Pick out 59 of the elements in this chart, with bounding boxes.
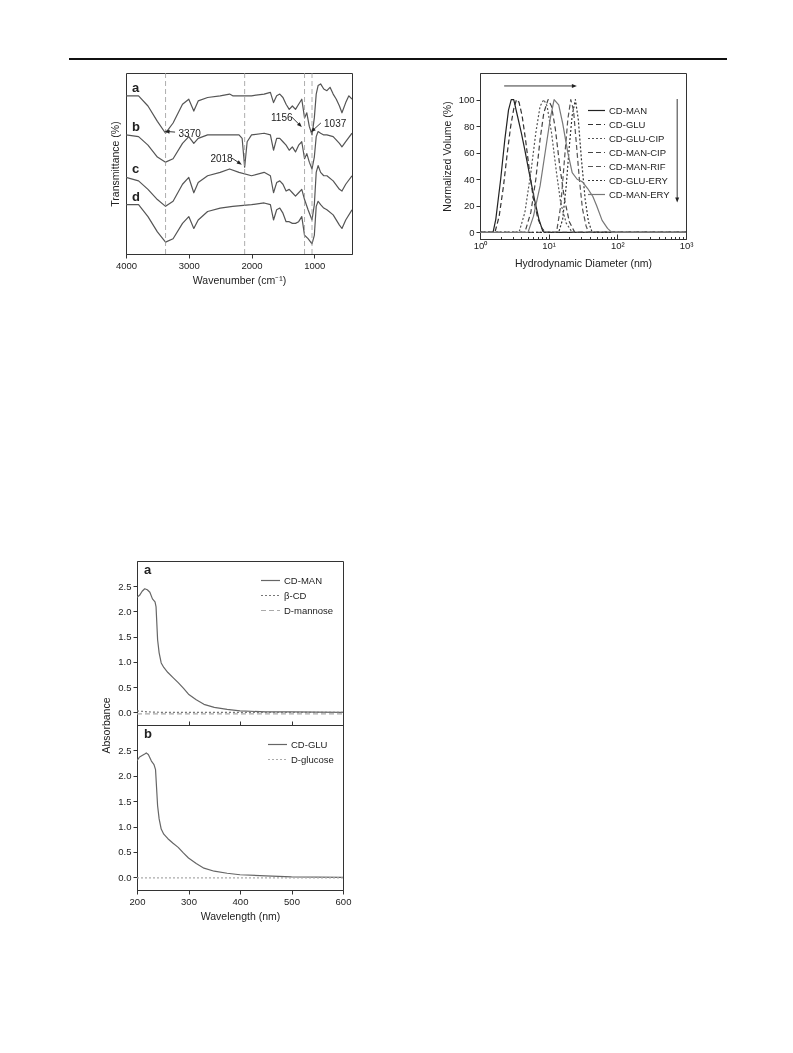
legend-label: D-glucose bbox=[291, 753, 334, 765]
annotation: a bbox=[144, 562, 152, 577]
x-tick-label: 500 bbox=[284, 895, 300, 907]
y-tick-label: 80 bbox=[463, 120, 475, 132]
y-tick-label: 0.0 bbox=[118, 706, 132, 718]
y-axis-title: Absorbance bbox=[100, 697, 113, 754]
x-tick-label: 10² bbox=[610, 239, 625, 251]
y-tick-label: 1.5 bbox=[118, 631, 132, 643]
legend-label: β-CD bbox=[284, 589, 307, 601]
x-tick-label: 3000 bbox=[178, 259, 200, 271]
series-label: a bbox=[132, 79, 140, 95]
y-tick-label: 2.0 bbox=[118, 770, 132, 782]
legend-label: CD-GLU bbox=[609, 118, 646, 130]
x-axis-title: Hydrodynamic Diameter (nm) bbox=[514, 256, 653, 269]
x-tick-label: 10⁰ bbox=[473, 239, 489, 251]
y-axis-title: Transmittance (%) bbox=[108, 121, 121, 207]
legend-label: CD-GLU-CIP bbox=[609, 132, 665, 144]
x-tick-label: 200 bbox=[129, 895, 146, 907]
series-label: c bbox=[132, 161, 140, 177]
x-tick-label: 10³ bbox=[679, 239, 694, 251]
legend-label: CD-MAN bbox=[284, 574, 323, 586]
annotation: b bbox=[144, 726, 152, 741]
x-tick-label: 1000 bbox=[304, 259, 326, 271]
x-tick-label: 600 bbox=[335, 895, 352, 907]
series-label: d bbox=[132, 188, 140, 204]
y-tick-label: 0 bbox=[469, 226, 475, 238]
annotation: 3370 bbox=[178, 128, 202, 140]
y-tick-label: 2.5 bbox=[118, 580, 132, 592]
y-tick-label: 1.0 bbox=[118, 656, 132, 668]
x-axis-title: Wavelength (nm) bbox=[200, 910, 281, 922]
y-tick-label: 2.5 bbox=[118, 744, 132, 756]
x-tick-label: 2000 bbox=[241, 259, 263, 271]
x-axis-title: Wavenumber (cm⁻¹) bbox=[192, 274, 287, 286]
y-tick-label: 1.0 bbox=[118, 821, 132, 833]
series-label: b bbox=[132, 118, 140, 134]
annotation: 1037 bbox=[324, 117, 347, 129]
y-tick-label: 1.5 bbox=[118, 795, 132, 807]
y-tick-label: 0.0 bbox=[118, 871, 132, 883]
y-tick-label: 2.0 bbox=[118, 605, 132, 617]
annotation: 1156 bbox=[271, 111, 293, 123]
legend-label: CD-MAN-RIF bbox=[609, 160, 666, 172]
annotation: 2018 bbox=[210, 153, 234, 165]
legend-label: CD-GLU-ERY bbox=[609, 174, 669, 186]
x-tick-label: 400 bbox=[232, 895, 249, 907]
x-tick-label: 300 bbox=[181, 895, 197, 907]
y-tick-label: 0.5 bbox=[118, 846, 132, 858]
y-tick-label: 100 bbox=[458, 94, 475, 106]
y-tick-label: 20 bbox=[463, 200, 475, 212]
x-tick-label: 4000 bbox=[115, 259, 138, 271]
y-tick-label: 40 bbox=[463, 173, 475, 185]
legend-label: CD-GLU bbox=[291, 738, 328, 750]
legend-label: CD-MAN-CIP bbox=[609, 146, 666, 158]
legend-label: CD-MAN bbox=[609, 104, 648, 116]
y-tick-label: 0.5 bbox=[118, 681, 132, 693]
y-axis-title: Normalized Volume (%) bbox=[440, 101, 453, 212]
y-tick-label: 60 bbox=[463, 147, 475, 159]
x-tick-label: 10¹ bbox=[542, 239, 557, 251]
legend-label: CD-MAN-ERY bbox=[609, 188, 671, 200]
legend-label: D-mannose bbox=[284, 604, 334, 616]
